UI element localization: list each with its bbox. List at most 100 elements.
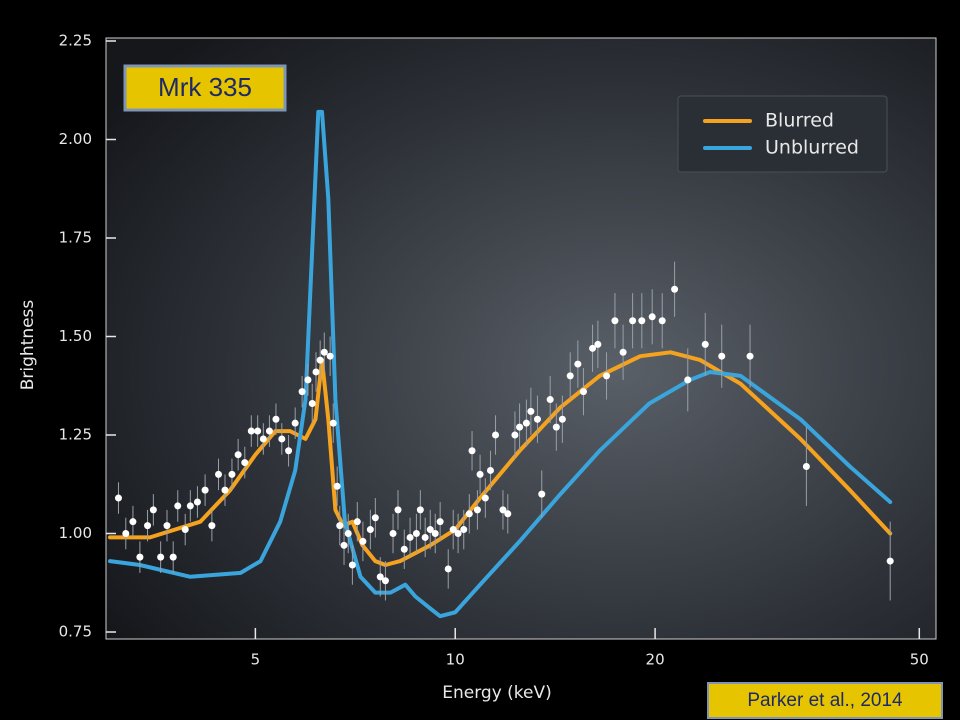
data-point — [298, 388, 306, 396]
data-point — [114, 494, 122, 502]
data-point — [492, 431, 500, 439]
data-point — [416, 506, 424, 514]
data-point — [359, 537, 367, 545]
x-tick-label: 10 — [446, 651, 465, 669]
data-point — [265, 427, 273, 435]
data-point — [129, 518, 137, 526]
data-point — [308, 399, 316, 407]
data-point — [371, 514, 379, 522]
data-point — [201, 486, 209, 494]
marks — [108, 109, 894, 619]
data-point — [499, 506, 507, 514]
data-point — [629, 317, 637, 325]
data-point — [234, 451, 242, 459]
legend-label: Blurred — [765, 110, 834, 132]
data-point — [326, 352, 334, 360]
data-point — [366, 526, 374, 534]
data-point — [574, 360, 582, 368]
y-tick-label: 1.25 — [59, 426, 92, 444]
data-point — [406, 533, 414, 541]
data-point — [174, 502, 182, 510]
data-point — [221, 486, 229, 494]
data-point — [579, 388, 587, 396]
data-point — [473, 506, 481, 514]
x-tick-label: 5 — [251, 651, 261, 669]
data-point — [254, 427, 262, 435]
data-point — [186, 502, 194, 510]
data-point — [412, 530, 420, 537]
data-point — [465, 510, 473, 518]
data-point — [533, 415, 541, 423]
object-label-box — [123, 64, 287, 112]
data-point — [400, 545, 408, 553]
data-point — [278, 435, 286, 443]
data-point — [193, 498, 201, 506]
data-point — [320, 348, 328, 356]
data-point — [329, 419, 337, 427]
data-point — [671, 285, 679, 293]
data-point — [208, 522, 216, 530]
data-point — [511, 431, 519, 439]
x-tick-label: 50 — [910, 651, 929, 669]
data-point — [228, 470, 236, 478]
data-point — [333, 482, 341, 490]
data-point — [169, 553, 177, 561]
data-point — [538, 490, 546, 498]
curve — [108, 350, 893, 567]
data-point — [389, 530, 397, 537]
data-point — [336, 522, 344, 530]
data-point — [527, 407, 535, 415]
y-tick-label: 1.00 — [59, 524, 92, 542]
legend: Blurred Unblurred — [703, 110, 859, 159]
data-point — [291, 419, 299, 427]
data-point — [619, 348, 627, 356]
data-point — [340, 541, 348, 549]
data-point — [684, 376, 692, 384]
data-point — [149, 506, 157, 514]
legend-box — [677, 95, 888, 173]
credit: Parker et al., 2014 — [747, 690, 903, 711]
legend-label: Unblurred — [765, 137, 859, 159]
data-point — [476, 470, 484, 478]
credit-box — [707, 682, 943, 719]
curve — [108, 109, 893, 619]
data-point — [344, 530, 352, 537]
data-point — [589, 344, 597, 352]
data-point — [594, 340, 602, 348]
data-point — [552, 423, 560, 431]
data-point — [454, 530, 462, 537]
data-point — [241, 459, 249, 467]
data-point — [122, 530, 130, 537]
data-point — [746, 352, 754, 360]
data-point — [215, 470, 223, 478]
data-point — [181, 526, 189, 534]
data-point — [516, 423, 524, 431]
data-point — [157, 553, 165, 561]
data-point — [348, 561, 356, 569]
x-tick-label: 20 — [646, 651, 665, 669]
data-point — [611, 317, 619, 325]
y-tick-label: 1.75 — [59, 229, 92, 247]
y-axis-label: Brightness — [18, 300, 38, 391]
data-point — [304, 376, 312, 384]
data-point — [481, 494, 489, 502]
data-point — [718, 352, 726, 360]
data-point — [638, 317, 646, 325]
x-axis-label: Energy (keV) — [442, 683, 552, 703]
data-point — [603, 372, 611, 380]
data-point — [259, 435, 267, 443]
data-point — [460, 526, 468, 534]
data-point — [316, 356, 324, 364]
y-tick-label: 2.25 — [59, 32, 92, 50]
data-point — [312, 368, 320, 376]
data-point — [285, 447, 293, 455]
data-point — [701, 340, 709, 348]
data-point — [247, 427, 255, 435]
y-tick-label: 0.75 — [59, 623, 92, 641]
data-point — [504, 510, 512, 518]
object-label: Mrk 335 — [158, 72, 252, 102]
data-point — [558, 415, 566, 423]
data-point — [376, 573, 384, 581]
y-tick-label: 1.50 — [59, 327, 92, 345]
